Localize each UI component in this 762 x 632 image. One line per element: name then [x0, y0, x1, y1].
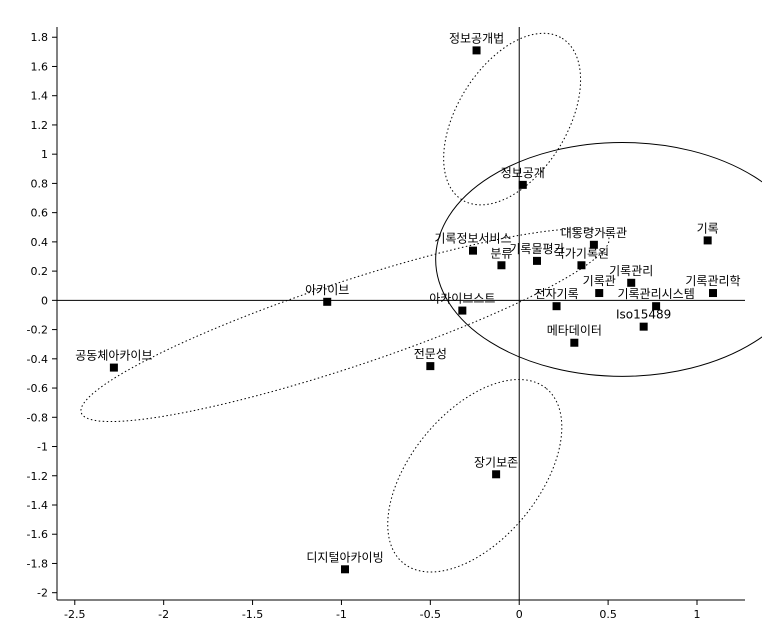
data-point-label: 장기보존 [474, 455, 518, 469]
data-point-label: 기록관리 [609, 264, 653, 278]
data-point-marker [469, 246, 477, 255]
data-point-marker [652, 302, 661, 311]
data-point-marker [589, 240, 598, 249]
data-point-label: 공동체아카이브 [75, 349, 152, 363]
data-point-label: 아카이브 [305, 283, 349, 297]
data-point-label: Iso15489 [616, 308, 671, 322]
data-point-marker [577, 261, 586, 270]
cluster-ellipse [443, 32, 582, 206]
y-tick-label: 1.8 [31, 31, 49, 44]
y-axis: 1.8 1.6 1.4 1.2 1 0.8 0.6 0.4 0.2 0 -0.2 -0.4 -0.6 -0… [27, 31, 57, 600]
y-tick-label: -0.8 [27, 411, 48, 424]
x-tick-label: -2.5 [64, 608, 85, 621]
y-tick-label: -2 [37, 587, 48, 600]
x-tick-label: -2 [158, 608, 169, 621]
data-point-label: 국가기록원 [554, 246, 609, 260]
reference-lines [57, 27, 745, 600]
data-point-label: 기록관리시스템 [617, 287, 694, 301]
data-point-label: 분류 [490, 246, 512, 260]
data-point-label: 전문성 [414, 347, 447, 361]
data-point-marker [492, 470, 501, 479]
data-point-marker [426, 362, 435, 371]
data-point-label: 기록관리학 [685, 274, 740, 288]
y-tick-label: -1.8 [27, 557, 48, 570]
data-point-marker [341, 565, 349, 574]
y-tick-label: 0.4 [31, 236, 49, 249]
y-tick-label: 0.8 [31, 177, 49, 190]
y-tick-label: -1.4 [27, 499, 48, 512]
y-tick-label: -1 [37, 441, 48, 454]
data-point-marker [703, 236, 712, 245]
y-tick-label: 1 [41, 148, 48, 161]
y-tick-label: -1.2 [27, 470, 48, 483]
x-tick-label: 0.5 [599, 608, 617, 621]
data-point-marker [627, 278, 636, 287]
data-point-label: 기록관 [583, 274, 616, 288]
data-point-label: 메타데이터 [547, 324, 602, 338]
data-point-marker [595, 289, 604, 298]
data-points [109, 46, 717, 574]
y-tick-label: 0.6 [31, 207, 49, 220]
data-point-marker [570, 338, 579, 347]
x-tick-label: -0.5 [420, 608, 441, 621]
data-point-marker [472, 46, 481, 55]
data-point-label: 기록정보서비스 [434, 232, 511, 246]
data-point-marker [639, 322, 648, 331]
x-tick-label: 0 [516, 608, 523, 621]
y-tick-label: -0.2 [27, 324, 48, 337]
x-axis: -2.5 -2 -1.5 -1 -0.5 0 0.5 1 [64, 600, 701, 621]
y-tick-label: 1.6 [31, 60, 49, 73]
data-point-label: 디지털아카이빙 [306, 550, 383, 564]
data-point-marker [518, 180, 527, 189]
y-tick-label: 1.2 [31, 119, 49, 132]
cluster-ellipse [80, 228, 610, 423]
data-point-label: 기록물평가 [509, 242, 564, 256]
data-point-label: 정보공개법 [449, 31, 504, 45]
cluster-ellipse [387, 379, 563, 573]
data-point-marker [552, 302, 561, 311]
y-tick-label: 0 [41, 294, 48, 307]
y-tick-label: -0.4 [27, 353, 48, 366]
y-tick-label: -1.6 [27, 528, 48, 541]
y-tick-label: 0.2 [31, 265, 49, 278]
data-point-label: 대통령기록관 [561, 226, 627, 240]
x-tick-label: -1 [336, 608, 347, 621]
data-point-marker [709, 289, 717, 298]
data-point-label: 정보공개 [501, 166, 545, 180]
data-point-label: 전자기록 [534, 287, 578, 301]
data-point-label: 기록 [697, 221, 719, 235]
y-tick-label: 1.4 [31, 90, 49, 103]
y-tick-label: -0.6 [27, 382, 48, 395]
data-point-marker [458, 306, 467, 315]
x-tick-label: 1 [694, 608, 701, 621]
data-point-marker [497, 261, 506, 270]
data-point-marker [109, 363, 118, 372]
data-point-label: 아카이브스트 [429, 292, 495, 306]
cluster-ellipse [435, 142, 762, 377]
data-point-marker [323, 297, 332, 306]
x-tick-label: -1.5 [242, 608, 263, 621]
data-point-marker [533, 256, 541, 265]
